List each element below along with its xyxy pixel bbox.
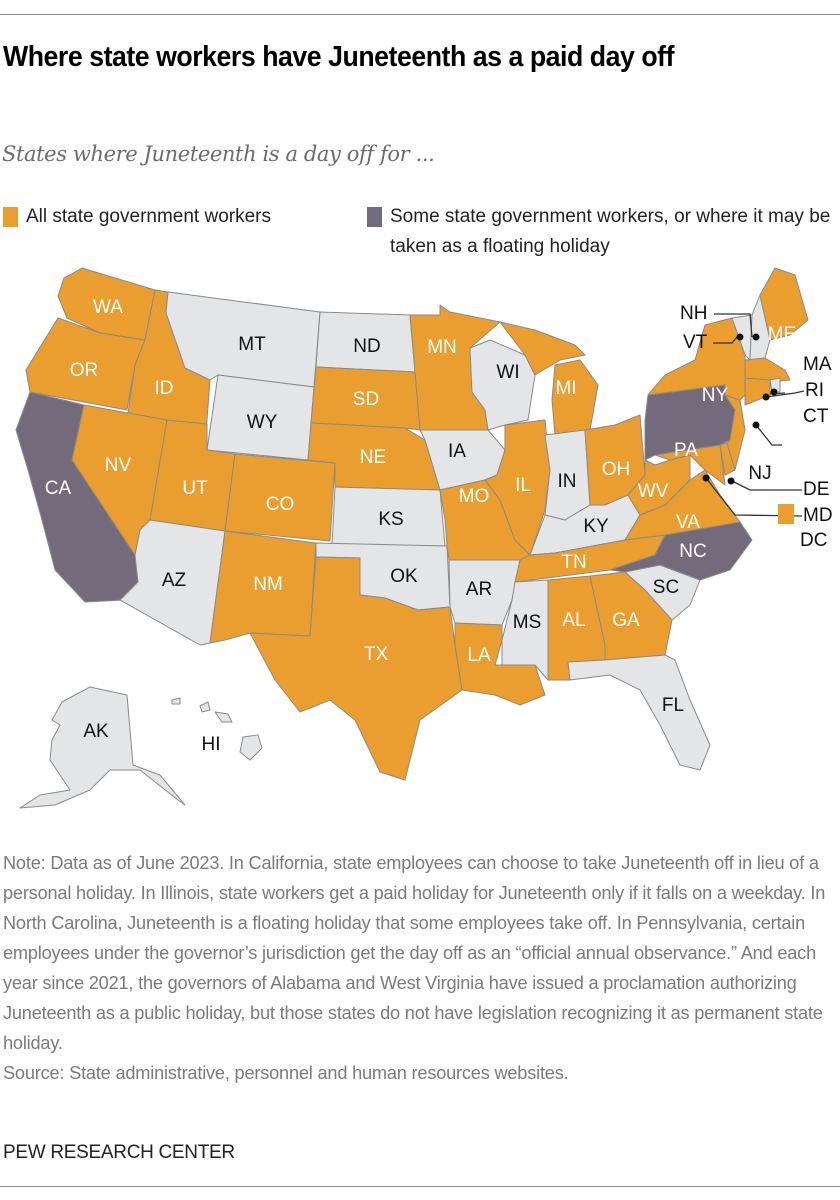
label-id: ID <box>154 378 174 399</box>
label-ak: AK <box>83 721 109 742</box>
legend-label-some: Some state government workers, or where … <box>390 206 831 257</box>
chart-subtitle: States where Juneteenth is a day off for… <box>2 142 435 166</box>
callout-de: DE <box>803 479 830 500</box>
state-sd <box>310 366 421 431</box>
note-text: Note: Data as of June 2023. In Californi… <box>3 853 826 1053</box>
label-co: CO <box>265 494 295 515</box>
label-ky: KY <box>583 516 609 537</box>
label-nd: ND <box>353 336 381 357</box>
brand-footer: PEW RESEARCH CENTER <box>3 1142 235 1163</box>
label-mn: MN <box>427 337 457 358</box>
legend-item-some: Some state government workers, or where … <box>367 202 837 262</box>
label-ms: MS <box>512 612 542 633</box>
callout-ri: RI <box>805 380 824 401</box>
callout-vt: VT <box>683 332 708 353</box>
state-nc <box>609 521 753 581</box>
label-mt: MT <box>238 334 266 355</box>
label-ok: OK <box>390 566 418 587</box>
label-tx: TX <box>363 644 389 665</box>
state-ct <box>744 377 771 406</box>
label-wv: WV <box>637 481 669 502</box>
label-sd: SD <box>352 389 380 410</box>
label-va: VA <box>676 512 700 533</box>
label-az: AZ <box>161 570 187 591</box>
legend-swatch-orange <box>3 207 18 227</box>
state-nh <box>749 294 771 361</box>
state-or <box>25 317 146 411</box>
state-fl <box>567 654 711 771</box>
label-la: LA <box>467 645 491 666</box>
callout-md: MD <box>803 505 833 526</box>
bottom-rule <box>0 1186 840 1187</box>
label-ga: GA <box>612 610 640 631</box>
label-al: AL <box>562 610 586 631</box>
callout-ct: CT <box>803 406 829 427</box>
label-ut: UT <box>182 478 208 499</box>
state-hi <box>171 697 263 761</box>
label-mi: MI <box>555 378 577 399</box>
label-ne: NE <box>359 447 387 468</box>
label-ia: IA <box>448 441 466 462</box>
state-ak <box>19 686 186 809</box>
label-nm: NM <box>253 574 283 595</box>
label-ny: NY <box>701 385 729 406</box>
label-sc: SC <box>652 577 680 598</box>
label-oh: OH <box>601 459 631 480</box>
label-nv: NV <box>104 455 132 476</box>
state-wi <box>469 339 536 431</box>
state-nj <box>724 394 746 471</box>
callout-dc: DC <box>800 530 828 551</box>
state-ny <box>647 317 746 401</box>
legend-label-all: All state government workers <box>26 206 271 227</box>
state-me <box>759 267 809 341</box>
legend-swatch-purple <box>367 207 382 227</box>
callout-ma: MA <box>803 354 832 375</box>
label-fl: FL <box>661 695 685 716</box>
label-hi: HI <box>201 734 221 755</box>
callout-nh: NH <box>680 303 708 324</box>
label-ca: CA <box>44 478 72 499</box>
state-la <box>454 622 546 706</box>
us-map-svg <box>15 267 809 809</box>
label-tn: TN <box>561 552 587 573</box>
state-tx <box>249 556 463 781</box>
label-nj: NJ <box>748 463 772 484</box>
label-ks: KS <box>378 509 404 530</box>
chart-title: Where state workers have Juneteenth as a… <box>3 41 675 73</box>
dc-swatch <box>778 504 794 524</box>
label-in: IN <box>557 471 577 492</box>
label-or: OR <box>69 360 99 381</box>
footnote: Note: Data as of June 2023. In Californi… <box>3 848 833 1088</box>
label-ar: AR <box>465 579 493 600</box>
label-pa: PA <box>674 440 698 461</box>
label-mo: MO <box>458 486 490 507</box>
label-il: IL <box>515 475 531 496</box>
state-co <box>224 453 336 542</box>
top-rule <box>0 14 840 15</box>
label-wa: WA <box>93 297 123 318</box>
label-nc: NC <box>679 541 707 562</box>
legend-item-all: All state government workers <box>3 202 271 232</box>
label-wy: WY <box>246 412 278 433</box>
us-map: WA OR CA ID NV MT WY UT AZ CO NM ND SD N… <box>0 255 840 840</box>
source-text: Source: State administrative, personnel … <box>3 1063 569 1083</box>
label-wi: WI <box>496 362 520 383</box>
label-me: ME <box>767 324 797 345</box>
state-ri <box>769 377 781 393</box>
